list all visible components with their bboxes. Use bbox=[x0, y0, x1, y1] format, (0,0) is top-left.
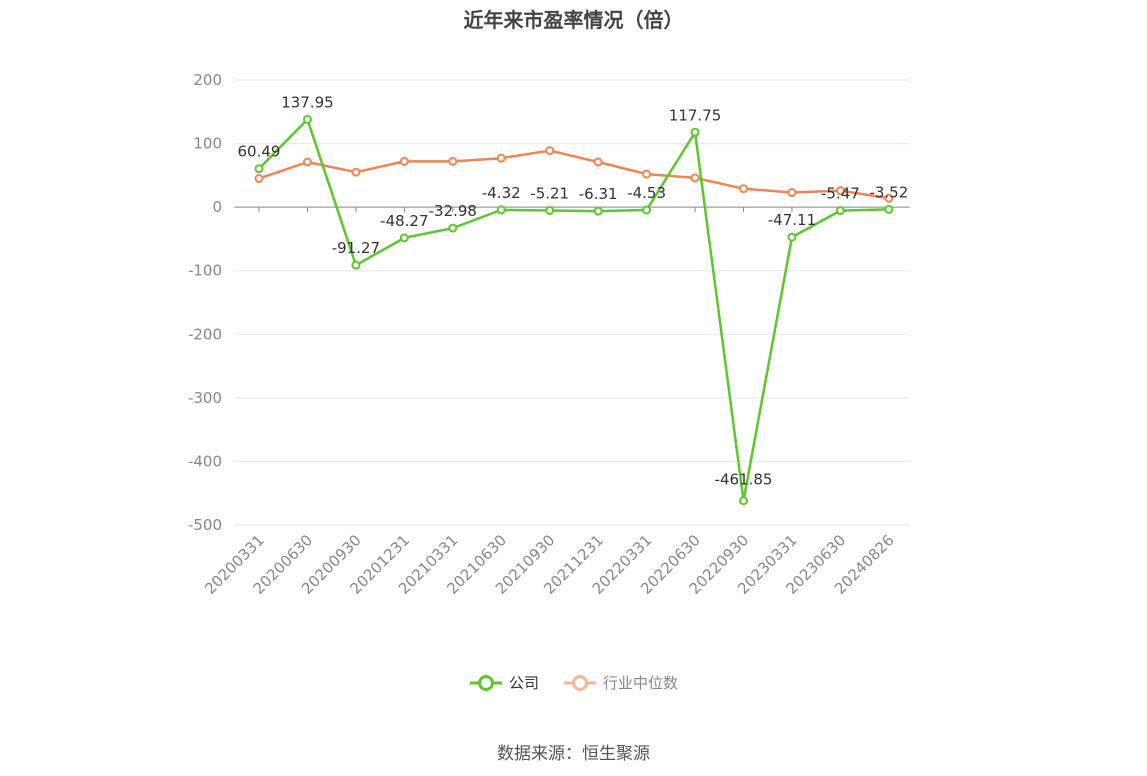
company-data-label: -3.52 bbox=[869, 183, 908, 201]
company-data-label: -6.31 bbox=[579, 185, 618, 203]
industry-point bbox=[884, 193, 894, 203]
legend-item-industry[interactable]: 行业中位数 bbox=[563, 672, 678, 693]
company-point bbox=[593, 206, 603, 216]
source-note: 数据来源：恒生聚源 bbox=[497, 744, 650, 764]
legend-company-marker-icon bbox=[469, 674, 502, 691]
pe-line-chart: 2001000-100-200-300-400-5002020033120200… bbox=[188, 71, 910, 598]
company-point bbox=[835, 206, 845, 216]
y-tick-label: -200 bbox=[188, 325, 222, 343]
legend-item-company[interactable]: 公司 bbox=[469, 672, 539, 693]
industry-point bbox=[593, 157, 603, 167]
industry-point bbox=[302, 157, 312, 167]
grid-lines bbox=[234, 79, 910, 526]
company-data-label: -5.21 bbox=[530, 184, 569, 202]
legend-company-label: 公司 bbox=[508, 674, 539, 692]
company-data-label: -91.27 bbox=[332, 239, 380, 257]
company-point bbox=[351, 260, 361, 270]
industry-point bbox=[448, 156, 458, 166]
company-data-label: -48.27 bbox=[380, 212, 428, 230]
y-tick-label: 100 bbox=[193, 135, 222, 153]
industry-point bbox=[642, 169, 652, 179]
company-point bbox=[399, 233, 409, 243]
company-point bbox=[448, 223, 458, 233]
y-tick-label: -500 bbox=[188, 516, 222, 534]
y-tick-label: -400 bbox=[188, 452, 222, 470]
chart-title: 近年来市盈率情况（倍） bbox=[463, 8, 684, 32]
company-series-line bbox=[258, 118, 889, 502]
industry-point bbox=[399, 156, 409, 166]
company-data-label: -4.32 bbox=[482, 184, 521, 202]
company-data-label: 117.75 bbox=[669, 106, 722, 124]
y-tick-label: -100 bbox=[188, 262, 222, 280]
company-point bbox=[302, 114, 312, 124]
legend-industry-label: 行业中位数 bbox=[603, 674, 679, 692]
industry-point bbox=[496, 153, 506, 163]
industry-point bbox=[835, 186, 845, 196]
company-data-label: 137.95 bbox=[281, 93, 334, 111]
company-data-label: 60.49 bbox=[238, 143, 281, 161]
company-point bbox=[884, 204, 894, 214]
y-tick-label: 0 bbox=[212, 198, 222, 216]
company-data-label: -4.53 bbox=[627, 184, 666, 202]
industry-point bbox=[254, 174, 264, 184]
industry-point bbox=[351, 167, 361, 177]
company-data-label: -47.11 bbox=[768, 211, 816, 229]
company-point bbox=[254, 164, 264, 174]
y-tick-label: -300 bbox=[188, 389, 222, 407]
industry-point bbox=[545, 146, 555, 156]
company-point bbox=[739, 496, 748, 506]
company-data-label: -32.98 bbox=[429, 202, 477, 220]
y-tick-label: 200 bbox=[193, 71, 222, 89]
company-point bbox=[690, 127, 700, 137]
legend-industry-marker-icon bbox=[564, 674, 596, 691]
company-point bbox=[545, 205, 555, 215]
company-point bbox=[642, 205, 652, 215]
industry-point bbox=[739, 184, 748, 194]
industry-point bbox=[690, 173, 700, 183]
company-data-label: -461.85 bbox=[715, 471, 773, 489]
company-point bbox=[496, 205, 506, 215]
industry-series-line bbox=[258, 149, 890, 200]
legend: 公司 行业中位数 bbox=[0, 672, 1147, 693]
company-point bbox=[787, 232, 797, 242]
company-data-label: -5.47 bbox=[821, 185, 860, 203]
industry-point bbox=[787, 188, 797, 198]
series-lines bbox=[254, 114, 894, 506]
